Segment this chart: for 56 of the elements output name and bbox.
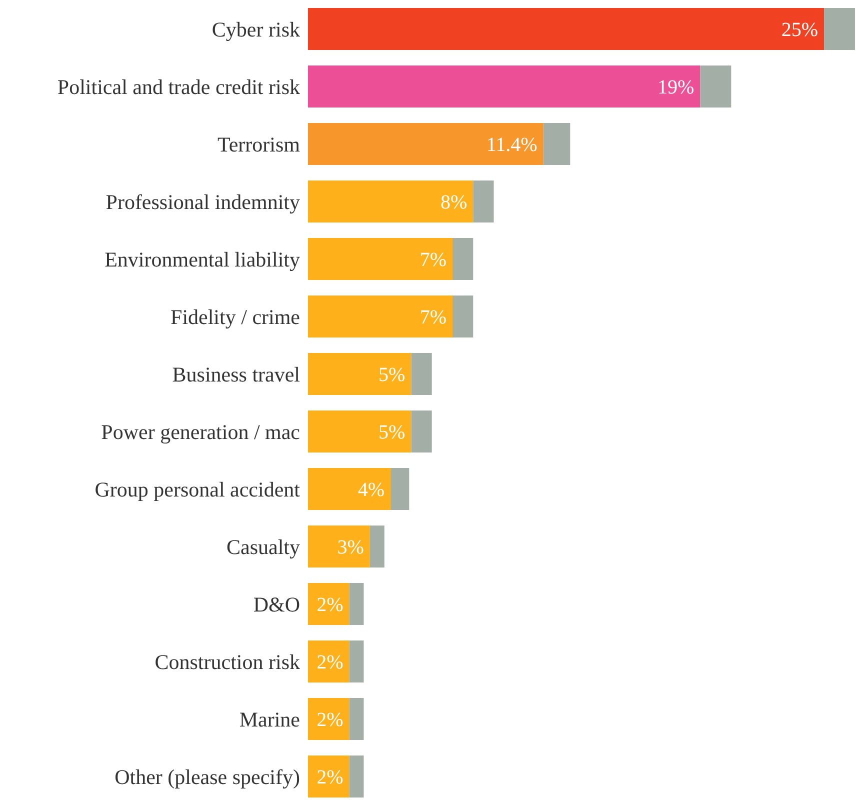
data-label: 3%: [337, 536, 364, 558]
data-label: 5%: [378, 422, 406, 444]
bar: [308, 180, 474, 222]
y-tick-label: Marine: [239, 707, 300, 732]
y-tick-label: Other (please specify): [114, 764, 300, 789]
data-label: 2%: [316, 709, 344, 731]
data-label: 5%: [378, 364, 406, 386]
y-tick-label: Power generation / mac: [101, 420, 300, 444]
bar: [308, 123, 544, 165]
bar: [308, 526, 370, 568]
bar: [824, 8, 855, 50]
y-tick-label: Terrorism: [217, 132, 300, 156]
data-label: 19%: [658, 76, 694, 98]
data-label: 7%: [420, 306, 446, 328]
bar: [308, 353, 412, 395]
y-tick-label: Group personal accident: [94, 477, 300, 502]
bar: [308, 640, 350, 682]
bar: [349, 640, 364, 682]
bar: [543, 123, 570, 165]
bar: [700, 66, 732, 108]
bar: [308, 410, 412, 452]
bar: [411, 353, 432, 395]
bar: [308, 756, 350, 798]
bar: [308, 8, 824, 50]
y-tick-label: Environmental liability: [104, 247, 300, 272]
bar: [308, 66, 700, 108]
bar: [349, 698, 364, 740]
bar: [370, 526, 384, 568]
data-label: 8%: [440, 192, 468, 214]
data-label: 2%: [316, 652, 344, 674]
bar: [349, 756, 364, 798]
data-label: 25%: [781, 19, 818, 41]
data-label: 2%: [316, 594, 344, 616]
y-tick-label: Business travel: [172, 362, 300, 386]
y-tick-label: Professional indemnity: [106, 190, 300, 214]
bar: [308, 468, 391, 510]
bar: [452, 238, 474, 280]
bar: [308, 238, 452, 280]
data-label: 11.4%: [486, 134, 538, 156]
data-label: 4%: [358, 479, 385, 501]
bar: [308, 296, 452, 338]
data-label: 2%: [316, 766, 344, 788]
bar: [411, 410, 432, 452]
y-tick-label: Casualty: [226, 534, 300, 559]
bar: [308, 698, 350, 740]
bar: [308, 583, 350, 625]
y-tick-label: Political and trade credit risk: [57, 74, 300, 99]
bar: [349, 583, 364, 625]
y-tick-label: D&O: [253, 592, 300, 616]
bar: [390, 468, 410, 510]
data-label: 7%: [420, 249, 446, 271]
y-tick-label: Fidelity / crime: [170, 304, 300, 329]
bar: [452, 296, 474, 338]
y-tick-label: Construction risk: [154, 650, 300, 674]
bar: [473, 180, 494, 222]
y-tick-label: Cyber risk: [212, 17, 300, 42]
